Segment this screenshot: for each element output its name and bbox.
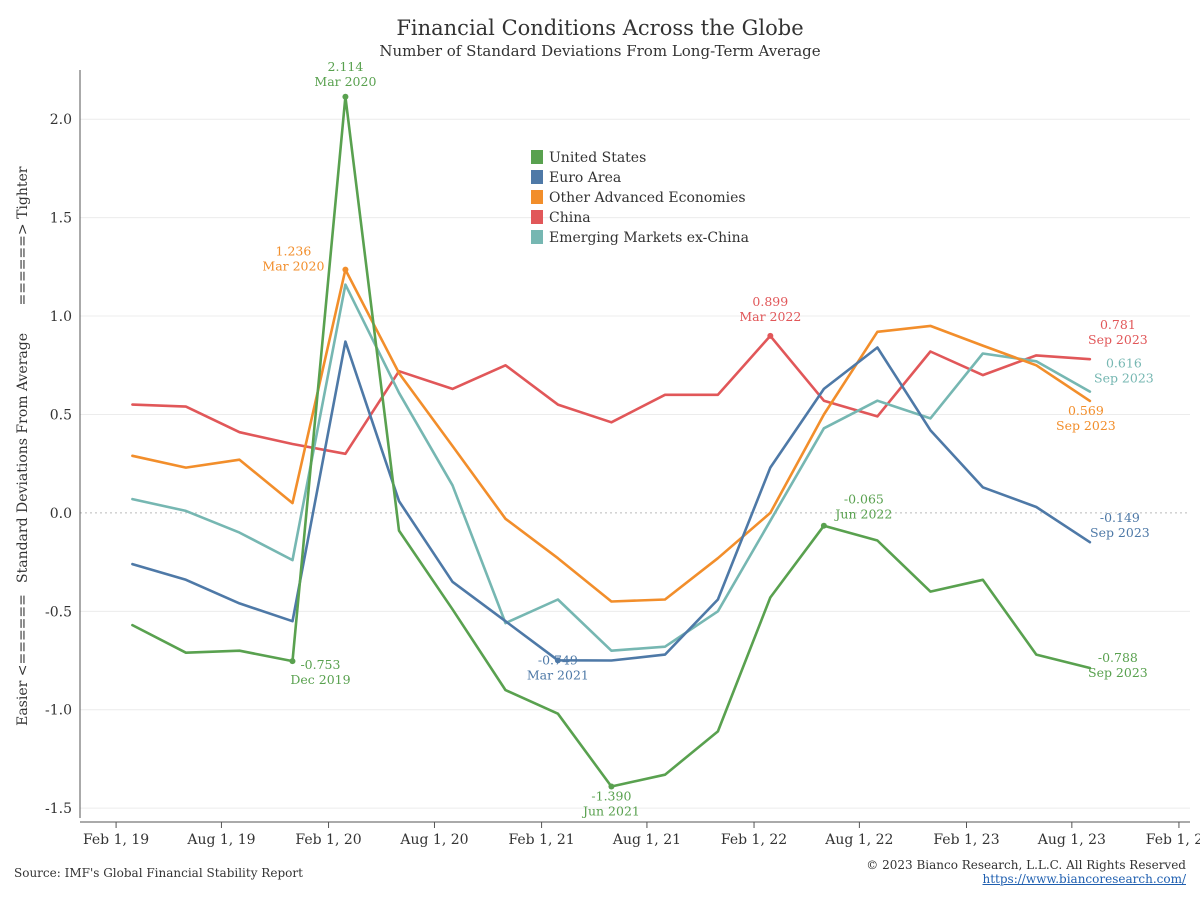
legend-swatch <box>531 170 543 184</box>
annotation-date: Sep 2023 <box>1088 332 1148 347</box>
annotation-value: -0.065 <box>844 492 884 507</box>
annotation-value: -0.788 <box>1098 650 1138 665</box>
annotation-date: Mar 2020 <box>314 74 376 89</box>
legend: United States Euro Area Other Advanced Eco… <box>531 150 749 246</box>
y-tick-label: -1.5 <box>45 801 72 817</box>
y-tick-label: -1.0 <box>45 703 72 719</box>
y-label-main: Standard Deviations From Average <box>15 333 31 583</box>
legend-swatch <box>531 230 543 244</box>
annotation-dot <box>342 266 349 273</box>
annotation-date: Mar 2021 <box>527 667 589 682</box>
y-tick-label: 2.0 <box>50 112 72 128</box>
annotation-dot <box>820 522 827 529</box>
y-label-tighter: ======> Tighter <box>15 166 31 305</box>
annotation-date: Sep 2023 <box>1088 665 1148 680</box>
series-line-other-advanced-economies <box>131 268 1092 603</box>
y-axis-label: ======> Tighter Standard Deviations From … <box>15 166 31 726</box>
legend-swatch <box>531 210 543 224</box>
x-tick-label: Feb 1, 20 <box>295 832 361 848</box>
annotation-date: Mar 2020 <box>262 259 324 274</box>
legend-label: China <box>549 210 591 226</box>
chart-title: Financial Conditions Across the Globe <box>396 16 804 40</box>
x-tick-label: Aug 1, 21 <box>612 832 681 848</box>
x-tick-label: Aug 1, 22 <box>824 832 893 848</box>
annotation-date: Dec 2019 <box>290 672 350 687</box>
y-label-easier: Easier <====== <box>15 594 31 726</box>
annotation-date: Jun 2021 <box>581 804 640 819</box>
source-note: Source: IMF's Global Financial Stability… <box>14 866 303 880</box>
annotation-value: -0.749 <box>538 652 578 667</box>
legend-label: Emerging Markets ex-China <box>549 230 749 246</box>
legend-swatch <box>531 150 543 164</box>
series-line-china <box>131 334 1092 456</box>
annotation-value: -1.390 <box>591 789 631 804</box>
annotation-dot <box>289 658 296 665</box>
annotation-date: Sep 2023 <box>1090 525 1150 540</box>
copyright-note: © 2023 Bianco Research, L.L.C. All Right… <box>866 858 1186 872</box>
annotation-date: Sep 2023 <box>1094 371 1154 386</box>
y-tick-label: 0.5 <box>50 407 72 423</box>
x-tick-label: Aug 1, 20 <box>399 832 468 848</box>
legend-label: Other Advanced Economies <box>549 190 746 206</box>
legend-label: United States <box>549 150 646 166</box>
annotation-date: Jun 2022 <box>833 507 892 522</box>
annotation-value: 0.616 <box>1106 356 1142 371</box>
series-line-euro-area <box>131 340 1092 662</box>
annotation-value: 1.236 <box>276 244 312 259</box>
annotation-dot <box>608 783 615 790</box>
annotation-dot <box>767 332 774 339</box>
annotation-value: 0.899 <box>752 294 788 309</box>
annotation-value: -0.753 <box>300 657 340 672</box>
annotation-date: Sep 2023 <box>1056 418 1116 433</box>
x-tick-label: Feb 1, 21 <box>508 832 574 848</box>
legend-label: Euro Area <box>549 170 621 186</box>
x-tick-label: Feb 1, 22 <box>721 832 787 848</box>
website-link[interactable]: https://www.biancoresearch.com/ <box>982 872 1186 886</box>
annotation-value: 0.569 <box>1068 403 1104 418</box>
grid-layer <box>80 118 1190 809</box>
x-tick-label: Aug 1, 23 <box>1037 832 1106 848</box>
axis-layer: -1.5 -1.0 -0.5 0.0 0.5 1.0 1.5 2.0 Feb 1, 19 Aug … <box>45 70 1200 848</box>
chart-subtitle: Number of Standard Deviations From Long-… <box>379 42 821 60</box>
x-tick-label: Feb 1, 19 <box>83 832 149 848</box>
y-tick-label: 0.0 <box>50 506 72 522</box>
y-tick-label: -0.5 <box>45 604 72 620</box>
x-tick-label: Aug 1, 19 <box>186 832 255 848</box>
annotation-value: 2.114 <box>328 59 364 74</box>
annotation-dot <box>554 657 561 664</box>
annotation-value: 0.781 <box>1100 317 1136 332</box>
x-tick-label: Feb 1, 23 <box>933 832 999 848</box>
annotation-date: Mar 2022 <box>739 309 801 324</box>
legend-swatch <box>531 190 543 204</box>
annotation-dot <box>342 93 349 100</box>
x-tick-label: Feb 1, 24 <box>1146 832 1200 848</box>
annotation-value: -0.149 <box>1100 510 1140 525</box>
series-line-emerging-markets-ex-china <box>131 283 1092 653</box>
y-tick-label: 1.5 <box>50 211 72 227</box>
y-tick-label: 1.0 <box>50 309 72 325</box>
